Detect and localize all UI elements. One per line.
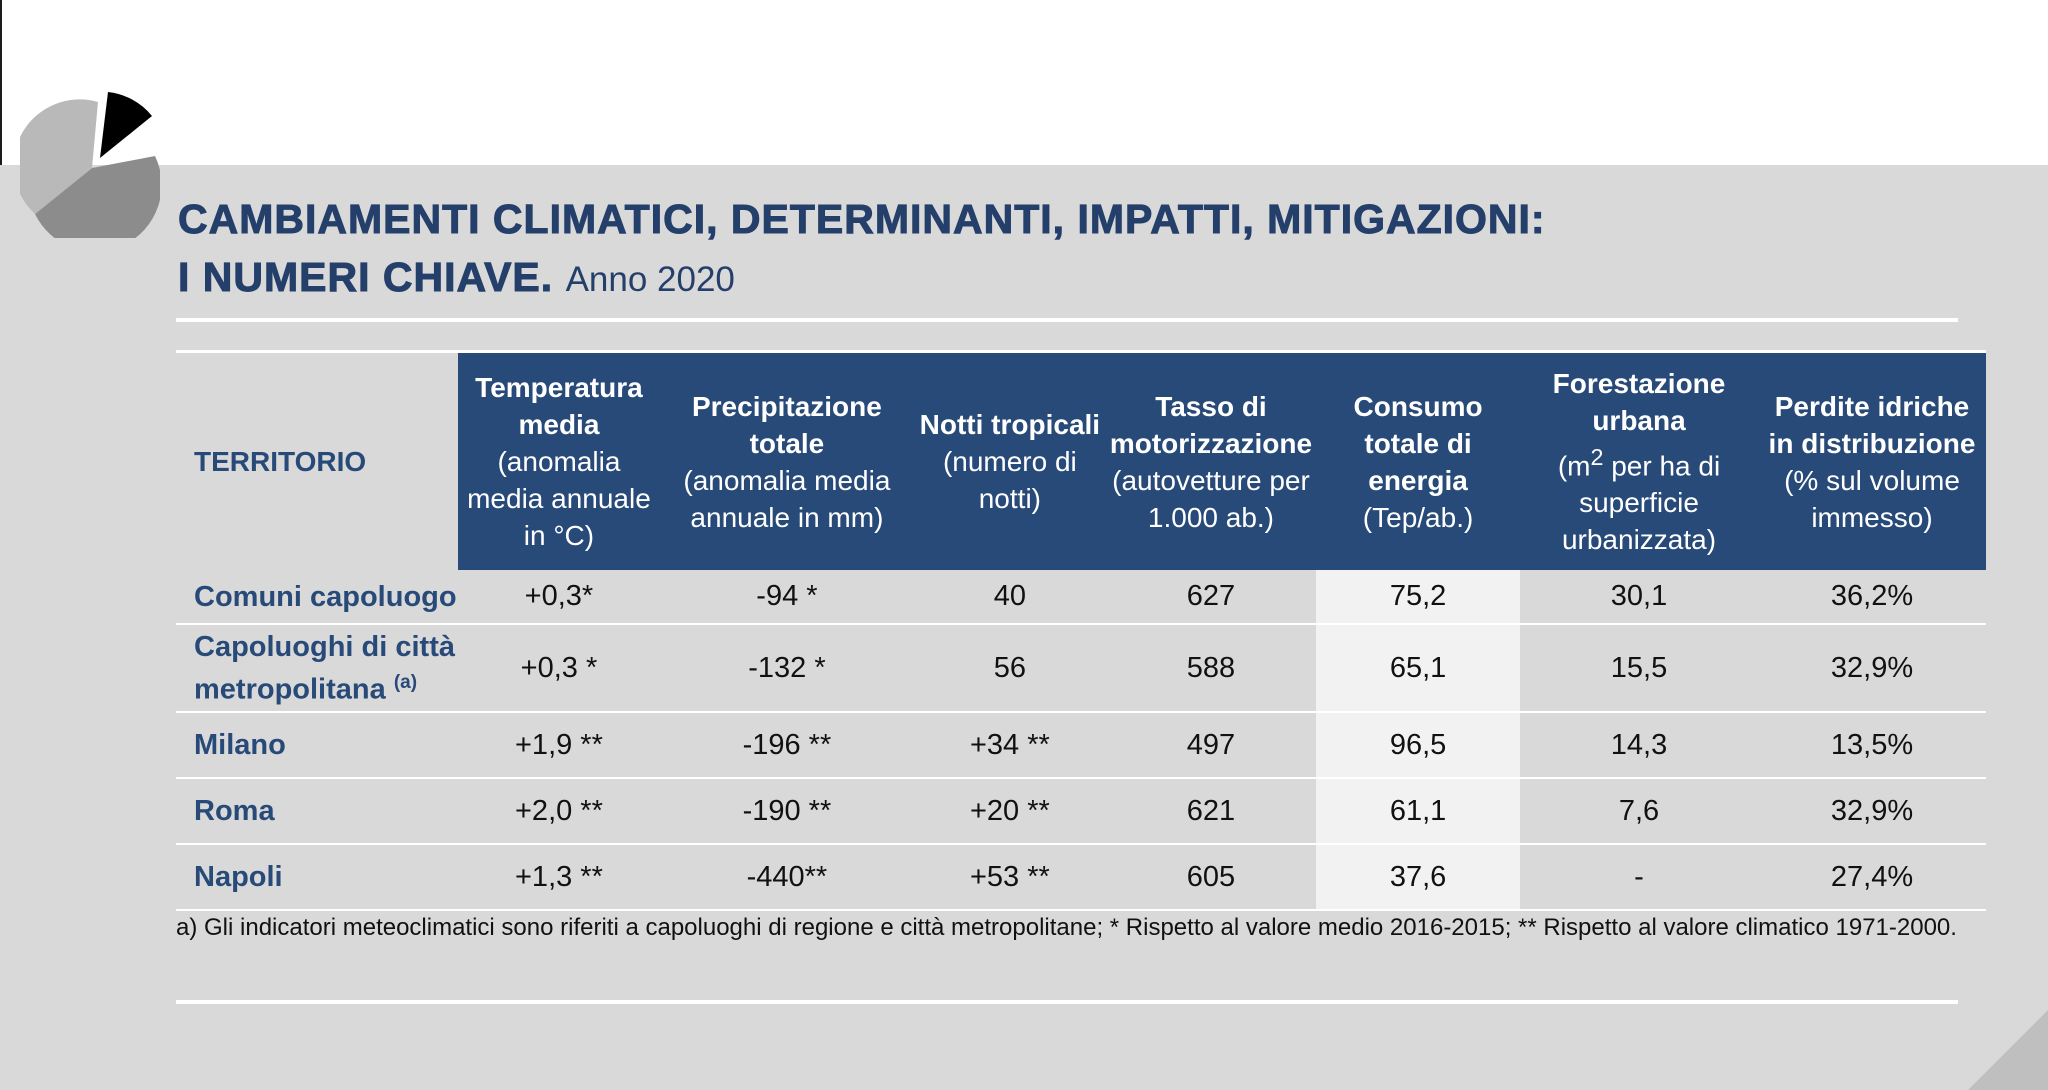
cell-energy: 65,1 <box>1316 624 1521 714</box>
row-label: Roma <box>176 778 458 846</box>
table-row: Capoluoghi di città metropolitana (a) +0… <box>176 624 1986 714</box>
table-row: Roma +2,0 ** -190 ** +20 ** 621 61,1 7,6… <box>176 778 1986 846</box>
title-year: Anno 2020 <box>565 260 735 299</box>
cell-tropical-nights: +34 ** <box>913 712 1106 780</box>
column-header-water-losses: Perdite idriche in distribuzione (% sul … <box>1757 350 1986 571</box>
corner-triangle-icon <box>1968 1010 2048 1090</box>
row-label: Capoluoghi di città metropolitana (a) <box>176 624 458 714</box>
footnote: a) Gli indicatori meteoclimatici sono ri… <box>176 914 1957 941</box>
cell-temperature: +0,3 * <box>457 624 660 714</box>
title-line-2: I NUMERI CHIAVE. Anno 2020 <box>177 248 1978 309</box>
cell-urban-forestation: 14,3 <box>1520 712 1758 780</box>
cell-water-losses: 36,2% <box>1757 570 1986 626</box>
title-line-1: CAMBIAMENTI CLIMATICI, DETERMINANTI, IMP… <box>178 196 1546 243</box>
cell-temperature: +1,3 ** <box>457 844 660 912</box>
column-header-urban-forestation: Forestazione urbana (m2 per ha di superf… <box>1520 350 1758 571</box>
cell-tropical-nights: 56 <box>913 624 1106 714</box>
column-header-motorization: Tasso di motorizzazione (autovetture per… <box>1105 350 1317 571</box>
row-label-note: (a) <box>393 672 418 693</box>
column-header-tropical-nights: Notti tropicali (numero di notti) <box>913 350 1106 571</box>
row-label: Comuni capoluogo <box>176 570 458 626</box>
cell-urban-forestation: - <box>1520 844 1758 912</box>
cell-motorization: 627 <box>1105 570 1317 626</box>
column-header-precipitation: Precipitazione totale (anomalia media an… <box>659 350 914 571</box>
territory-header: TERRITORIO <box>176 350 458 571</box>
cell-urban-forestation: 30,1 <box>1520 570 1758 626</box>
cell-precipitation: -94 * <box>659 570 914 626</box>
cell-temperature: +0,3* <box>457 570 660 626</box>
pie-chart-logo-icon <box>20 92 160 238</box>
cell-urban-forestation: 7,6 <box>1520 778 1758 846</box>
bottom-divider <box>176 1000 1958 1004</box>
table-row: Milano +1,9 ** -196 ** +34 ** 497 96,5 1… <box>176 712 1986 780</box>
cell-temperature: +2,0 ** <box>457 778 660 846</box>
cell-tropical-nights: 40 <box>913 570 1106 626</box>
cell-motorization: 588 <box>1105 624 1317 714</box>
cell-motorization: 497 <box>1105 712 1317 780</box>
page-title: CAMBIAMENTI CLIMATICI, DETERMINANTI, IMP… <box>177 190 1978 309</box>
table-header-row: TERRITORIO Temperatura media (anomalia m… <box>176 350 1986 571</box>
cell-precipitation: -132 * <box>659 624 914 714</box>
cell-precipitation: -440** <box>659 844 914 912</box>
cell-water-losses: 32,9% <box>1757 778 1986 846</box>
top-divider <box>176 318 1958 322</box>
column-header-temperature: Temperatura media (anomalia media annual… <box>457 350 660 571</box>
cell-water-losses: 27,4% <box>1757 844 1986 912</box>
cell-energy: 96,5 <box>1316 712 1521 780</box>
cell-water-losses: 13,5% <box>1757 712 1986 780</box>
cell-energy: 37,6 <box>1316 844 1521 912</box>
cell-temperature: +1,9 ** <box>457 712 660 780</box>
key-figures-table: TERRITORIO Temperatura media (anomalia m… <box>176 350 1986 912</box>
cell-precipitation: -196 ** <box>659 712 914 780</box>
cell-urban-forestation: 15,5 <box>1520 624 1758 714</box>
row-label: Napoli <box>176 844 458 912</box>
cell-water-losses: 32,9% <box>1757 624 1986 714</box>
cell-tropical-nights: +20 ** <box>913 778 1106 846</box>
row-label: Milano <box>176 712 458 780</box>
cell-motorization: 621 <box>1105 778 1317 846</box>
table-row: Napoli +1,3 ** -440** +53 ** 605 37,6 - … <box>176 844 1986 912</box>
cell-energy: 75,2 <box>1316 570 1521 626</box>
cell-energy: 61,1 <box>1316 778 1521 846</box>
table-row: Comuni capoluogo +0,3* -94 * 40 627 75,2… <box>176 570 1986 626</box>
column-header-energy: Consumo totale di energia (Tep/ab.) <box>1316 350 1521 571</box>
cell-motorization: 605 <box>1105 844 1317 912</box>
cell-precipitation: -190 ** <box>659 778 914 846</box>
cell-tropical-nights: +53 ** <box>913 844 1106 912</box>
title-line-2-main: I NUMERI CHIAVE. <box>177 254 554 301</box>
